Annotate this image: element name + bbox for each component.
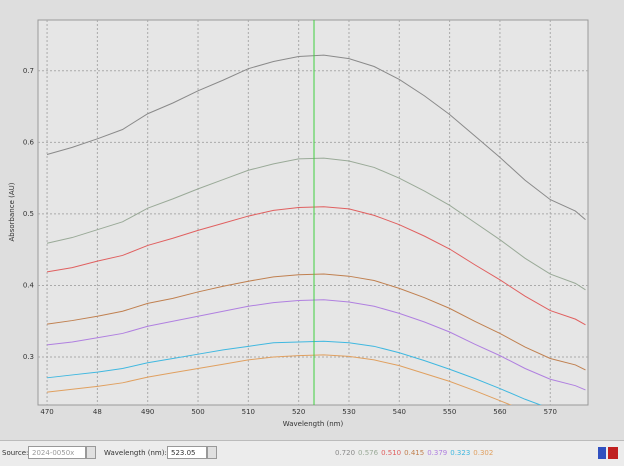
y-tick-label: 0.7	[23, 67, 34, 75]
y-tick-label: 0.5	[23, 210, 34, 218]
y-tick-label: 0.4	[23, 281, 35, 289]
source-combobox[interactable]: 2024-0050x	[28, 446, 86, 459]
source-label: Source:	[2, 449, 29, 457]
readouts: 0.720 0.576 0.510 0.415 0.379 0.323 0.302	[335, 449, 496, 457]
x-tick-label: 560	[493, 408, 506, 416]
x-tick-label: 540	[393, 408, 406, 416]
spectrum-line	[47, 340, 543, 405]
icon-button[interactable]	[608, 447, 618, 459]
readout-value: 0.379	[427, 449, 448, 457]
spectrum-line	[46, 54, 586, 221]
wavelength-input[interactable]: 523.05	[167, 446, 207, 459]
spectrum-line	[46, 206, 586, 326]
x-tick-label: 500	[191, 408, 204, 416]
x-tick-label: 570	[544, 408, 557, 416]
readout-value: 0.323	[450, 449, 471, 457]
readout-value: 0.302	[473, 449, 494, 457]
readout-value: 0.576	[358, 449, 379, 457]
x-tick-label: 470	[40, 408, 53, 416]
readout-value: 0.510	[381, 449, 402, 457]
source-dropdown[interactable]	[86, 446, 96, 459]
x-tick-label: 490	[141, 408, 154, 416]
y-tick-label: 0.6	[23, 138, 35, 146]
chart: Wavelength (nm) Absorbance (AU) 0.3 0.4 0.…	[8, 19, 589, 428]
icon-button[interactable]	[598, 447, 606, 459]
wavelength-spin[interactable]	[207, 446, 217, 459]
toolbar: Source: 2024-0050x Wavelength (nm): 523.…	[0, 440, 624, 466]
plot-area	[37, 19, 589, 406]
y-axis-label: Absorbance (AU)	[8, 182, 16, 241]
spectrum-line	[46, 157, 586, 291]
spectrum-line	[47, 299, 586, 391]
readout-value: 0.720	[335, 449, 356, 457]
spectrum-line	[47, 354, 513, 405]
series-group	[46, 54, 586, 405]
x-tick-label: 520	[292, 408, 305, 416]
x-axis-label: Wavelength (nm)	[283, 420, 344, 428]
x-tick-label: 48	[93, 408, 102, 416]
wavelength-label: Wavelength (nm):	[104, 449, 167, 457]
spectrum-line	[46, 273, 586, 371]
x-tick-label: 550	[443, 408, 456, 416]
y-tick-label: 0.3	[23, 353, 34, 361]
x-tick-label: 530	[342, 408, 355, 416]
readout-value: 0.415	[404, 449, 425, 457]
x-tick-label: 510	[242, 408, 255, 416]
